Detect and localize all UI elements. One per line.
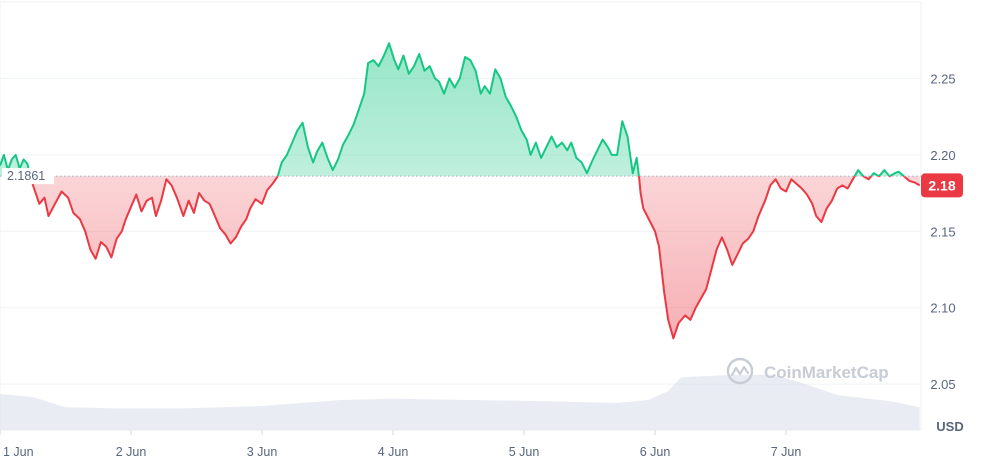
x-tick-label: 1 Jun [3, 445, 34, 459]
y-tick-label: 2.05 [930, 377, 955, 392]
y-tick-label: 2.25 [930, 71, 955, 86]
line-layer [0, 42, 921, 340]
x-tick-label: 6 Jun [640, 445, 671, 459]
x-tick-label: 7 Jun [771, 445, 802, 459]
y-tick-label: 2.15 [930, 224, 955, 239]
y-tick-label: 2.10 [930, 301, 955, 316]
baseline-label-bg [2, 168, 54, 185]
x-tick-label: 4 Jun [378, 445, 409, 459]
volume-area [0, 374, 920, 430]
watermark-text: CoinMarketCap [764, 363, 889, 382]
baseline-label: 2.1861 [7, 169, 45, 183]
area-below-baseline [30, 176, 920, 339]
x-tick-label: 3 Jun [247, 445, 278, 459]
x-tick-label: 2 Jun [116, 445, 147, 459]
coinmarketcap-logo-icon [726, 357, 754, 385]
watermark: CoinMarketCap [726, 357, 889, 385]
price-line-up [0, 42, 906, 177]
current-price-label: 2.18 [928, 177, 955, 193]
x-tick-label: 5 Jun [509, 445, 540, 459]
plot-frame [0, 1, 922, 431]
area-above-baseline [0, 43, 920, 177]
coinmarketcap-logo-wave [730, 365, 750, 377]
area-layer [0, 43, 920, 339]
price-line-down [29, 176, 921, 340]
unit-label: USD [936, 419, 963, 434]
x-axis: 1 Jun 2 Jun 3 Jun 4 Jun 5 Jun 6 Jun 7 Jun [0, 430, 801, 459]
y-tick-label: 2.20 [930, 148, 955, 163]
volume-layer [0, 374, 920, 430]
current-price-badge [921, 173, 963, 198]
y-axis: 2.05 2.10 2.15 2.20 2.25 [930, 71, 955, 392]
